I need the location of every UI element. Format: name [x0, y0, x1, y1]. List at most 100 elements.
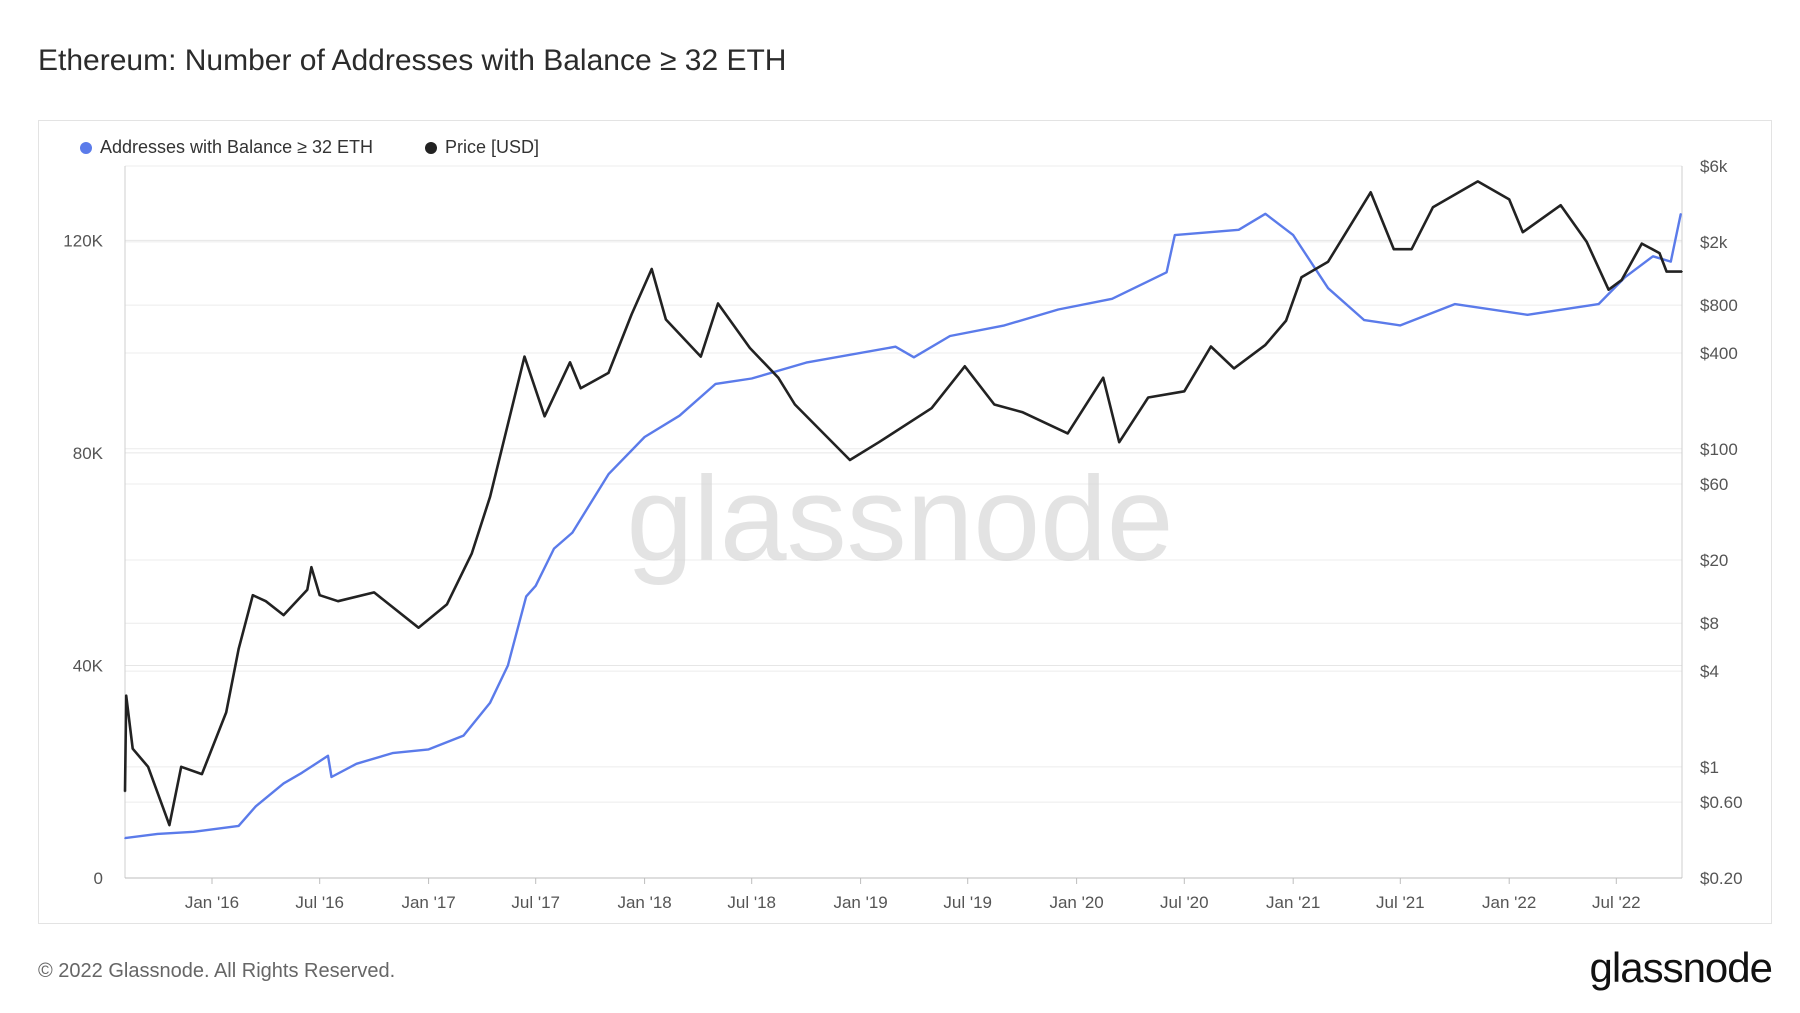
addresses-data-point [714, 383, 717, 385]
x-tick-label: Jan '16 [185, 893, 239, 912]
price-data-point [749, 347, 751, 349]
x-tick-label: Jul '17 [511, 893, 560, 912]
price-data-point [650, 268, 653, 270]
addresses-data-point [678, 414, 681, 417]
addresses-data-point [327, 754, 329, 757]
addresses-data-point [156, 833, 159, 835]
y-right-tick-label: $400 [1700, 344, 1738, 363]
price-data-point [131, 747, 134, 750]
price-data-point [543, 415, 546, 418]
legend-item-price[interactable]: Price [USD] [425, 137, 539, 158]
price-data-point [1665, 270, 1668, 273]
addresses-series-line [124, 212, 1682, 840]
chart-panel [38, 120, 1772, 924]
addresses-data-point [462, 734, 465, 737]
y-right-tick-label: $4 [1700, 662, 1719, 681]
glassnode-logo[interactable]: glassnode [1589, 944, 1773, 991]
price-data-point [717, 302, 719, 305]
price-data-point [470, 552, 473, 555]
addresses-data-point [571, 531, 574, 534]
price-data-point [1477, 180, 1479, 183]
y-left-tick-label: 80K [73, 444, 104, 463]
price-data-point [777, 376, 780, 379]
y-left-tick-label: 0 [94, 869, 103, 888]
price-data-point [1183, 390, 1186, 393]
addresses-data-point [1174, 234, 1176, 236]
price-data-point [168, 824, 171, 826]
addresses-data-point [1680, 213, 1682, 215]
legend-item-addresses[interactable]: Addresses with Balance ≥ 32 ETH [80, 137, 373, 158]
price-data-point [993, 403, 996, 406]
price-data-point [252, 594, 254, 597]
price-data-point [1681, 270, 1683, 273]
price-data-point [237, 648, 240, 650]
y-right-tick-label: $60 [1700, 475, 1728, 494]
price-data-point [1233, 367, 1235, 370]
price-data-point [489, 495, 491, 498]
price-data-point [1410, 248, 1413, 250]
price-data-point [1607, 288, 1610, 291]
price-data-point [1658, 252, 1661, 254]
price-data-point [1021, 411, 1023, 413]
y-left-tick-label: 40K [73, 656, 104, 675]
y-right-tick-label: $2k [1700, 233, 1728, 252]
price-data-point [1327, 260, 1329, 263]
addresses-data-point [1165, 271, 1168, 274]
x-tick-label: Jan '20 [1049, 893, 1103, 912]
x-tick-label: Jan '18 [617, 893, 671, 912]
addresses-data-point [1363, 319, 1366, 321]
price-data-point [124, 790, 126, 793]
price-data-point [630, 313, 633, 316]
y-left-tick-label: 120K [63, 231, 103, 250]
price-data-point [180, 766, 183, 768]
addresses-data-point [1111, 298, 1113, 300]
addresses-data-point [949, 335, 951, 337]
x-tick-label: Jul '22 [1592, 893, 1641, 912]
price-data-point [337, 600, 339, 603]
price-data-point [318, 594, 321, 597]
addresses-data-point [507, 664, 509, 667]
x-tick-label: Jan '19 [833, 893, 887, 912]
price-data-point [665, 318, 667, 321]
price-data-point [579, 387, 582, 390]
copyright-footer: © 2022 Glassnode. All Rights Reserved. [38, 960, 396, 982]
price-data-point [446, 603, 448, 606]
legend-addresses-dot [80, 141, 92, 154]
x-tick-label: Jul '20 [1160, 893, 1209, 912]
price-data-point [1620, 279, 1623, 281]
addresses-data-point [643, 436, 646, 438]
addresses-data-point [553, 547, 555, 550]
price-data-point [310, 566, 313, 569]
addresses-data-point [427, 748, 430, 751]
price-data-point [265, 600, 267, 603]
price-data-point [1369, 191, 1372, 194]
price-data-point [1392, 248, 1395, 250]
legend-price-dot [425, 141, 438, 154]
y-right-tick-label: $20 [1700, 551, 1728, 570]
addresses-data-point [534, 584, 537, 587]
price-data-point [1118, 441, 1121, 443]
price-data-point [963, 365, 966, 368]
legend-addresses-label: Addresses with Balance ≥ 32 ETH [100, 137, 374, 157]
price-data-point [1432, 206, 1434, 209]
addresses-data-point [330, 776, 333, 778]
x-tick-label: Jan '22 [1482, 893, 1536, 912]
price-data-point [1508, 198, 1510, 201]
y-right-tick-label: $0.60 [1700, 793, 1743, 812]
addresses-data-point [750, 377, 753, 380]
y-right-tick-label: $6k [1700, 157, 1728, 176]
price-data-point [201, 773, 203, 775]
addresses-data-point [1399, 324, 1402, 327]
price-data-point [794, 403, 796, 406]
price-data-point [523, 355, 526, 358]
price-data-point [417, 626, 420, 629]
addresses-data-point [913, 356, 915, 359]
addresses-data-point [894, 345, 897, 348]
addresses-data-point [1057, 308, 1060, 311]
price-data-point [1522, 231, 1524, 234]
addresses-data-point [1453, 303, 1456, 305]
legend-price-label: Price [USD] [445, 137, 540, 157]
y-right-tick-label: $100 [1700, 440, 1738, 459]
addresses-data-point [1003, 324, 1006, 327]
addresses-data-point [124, 837, 126, 839]
